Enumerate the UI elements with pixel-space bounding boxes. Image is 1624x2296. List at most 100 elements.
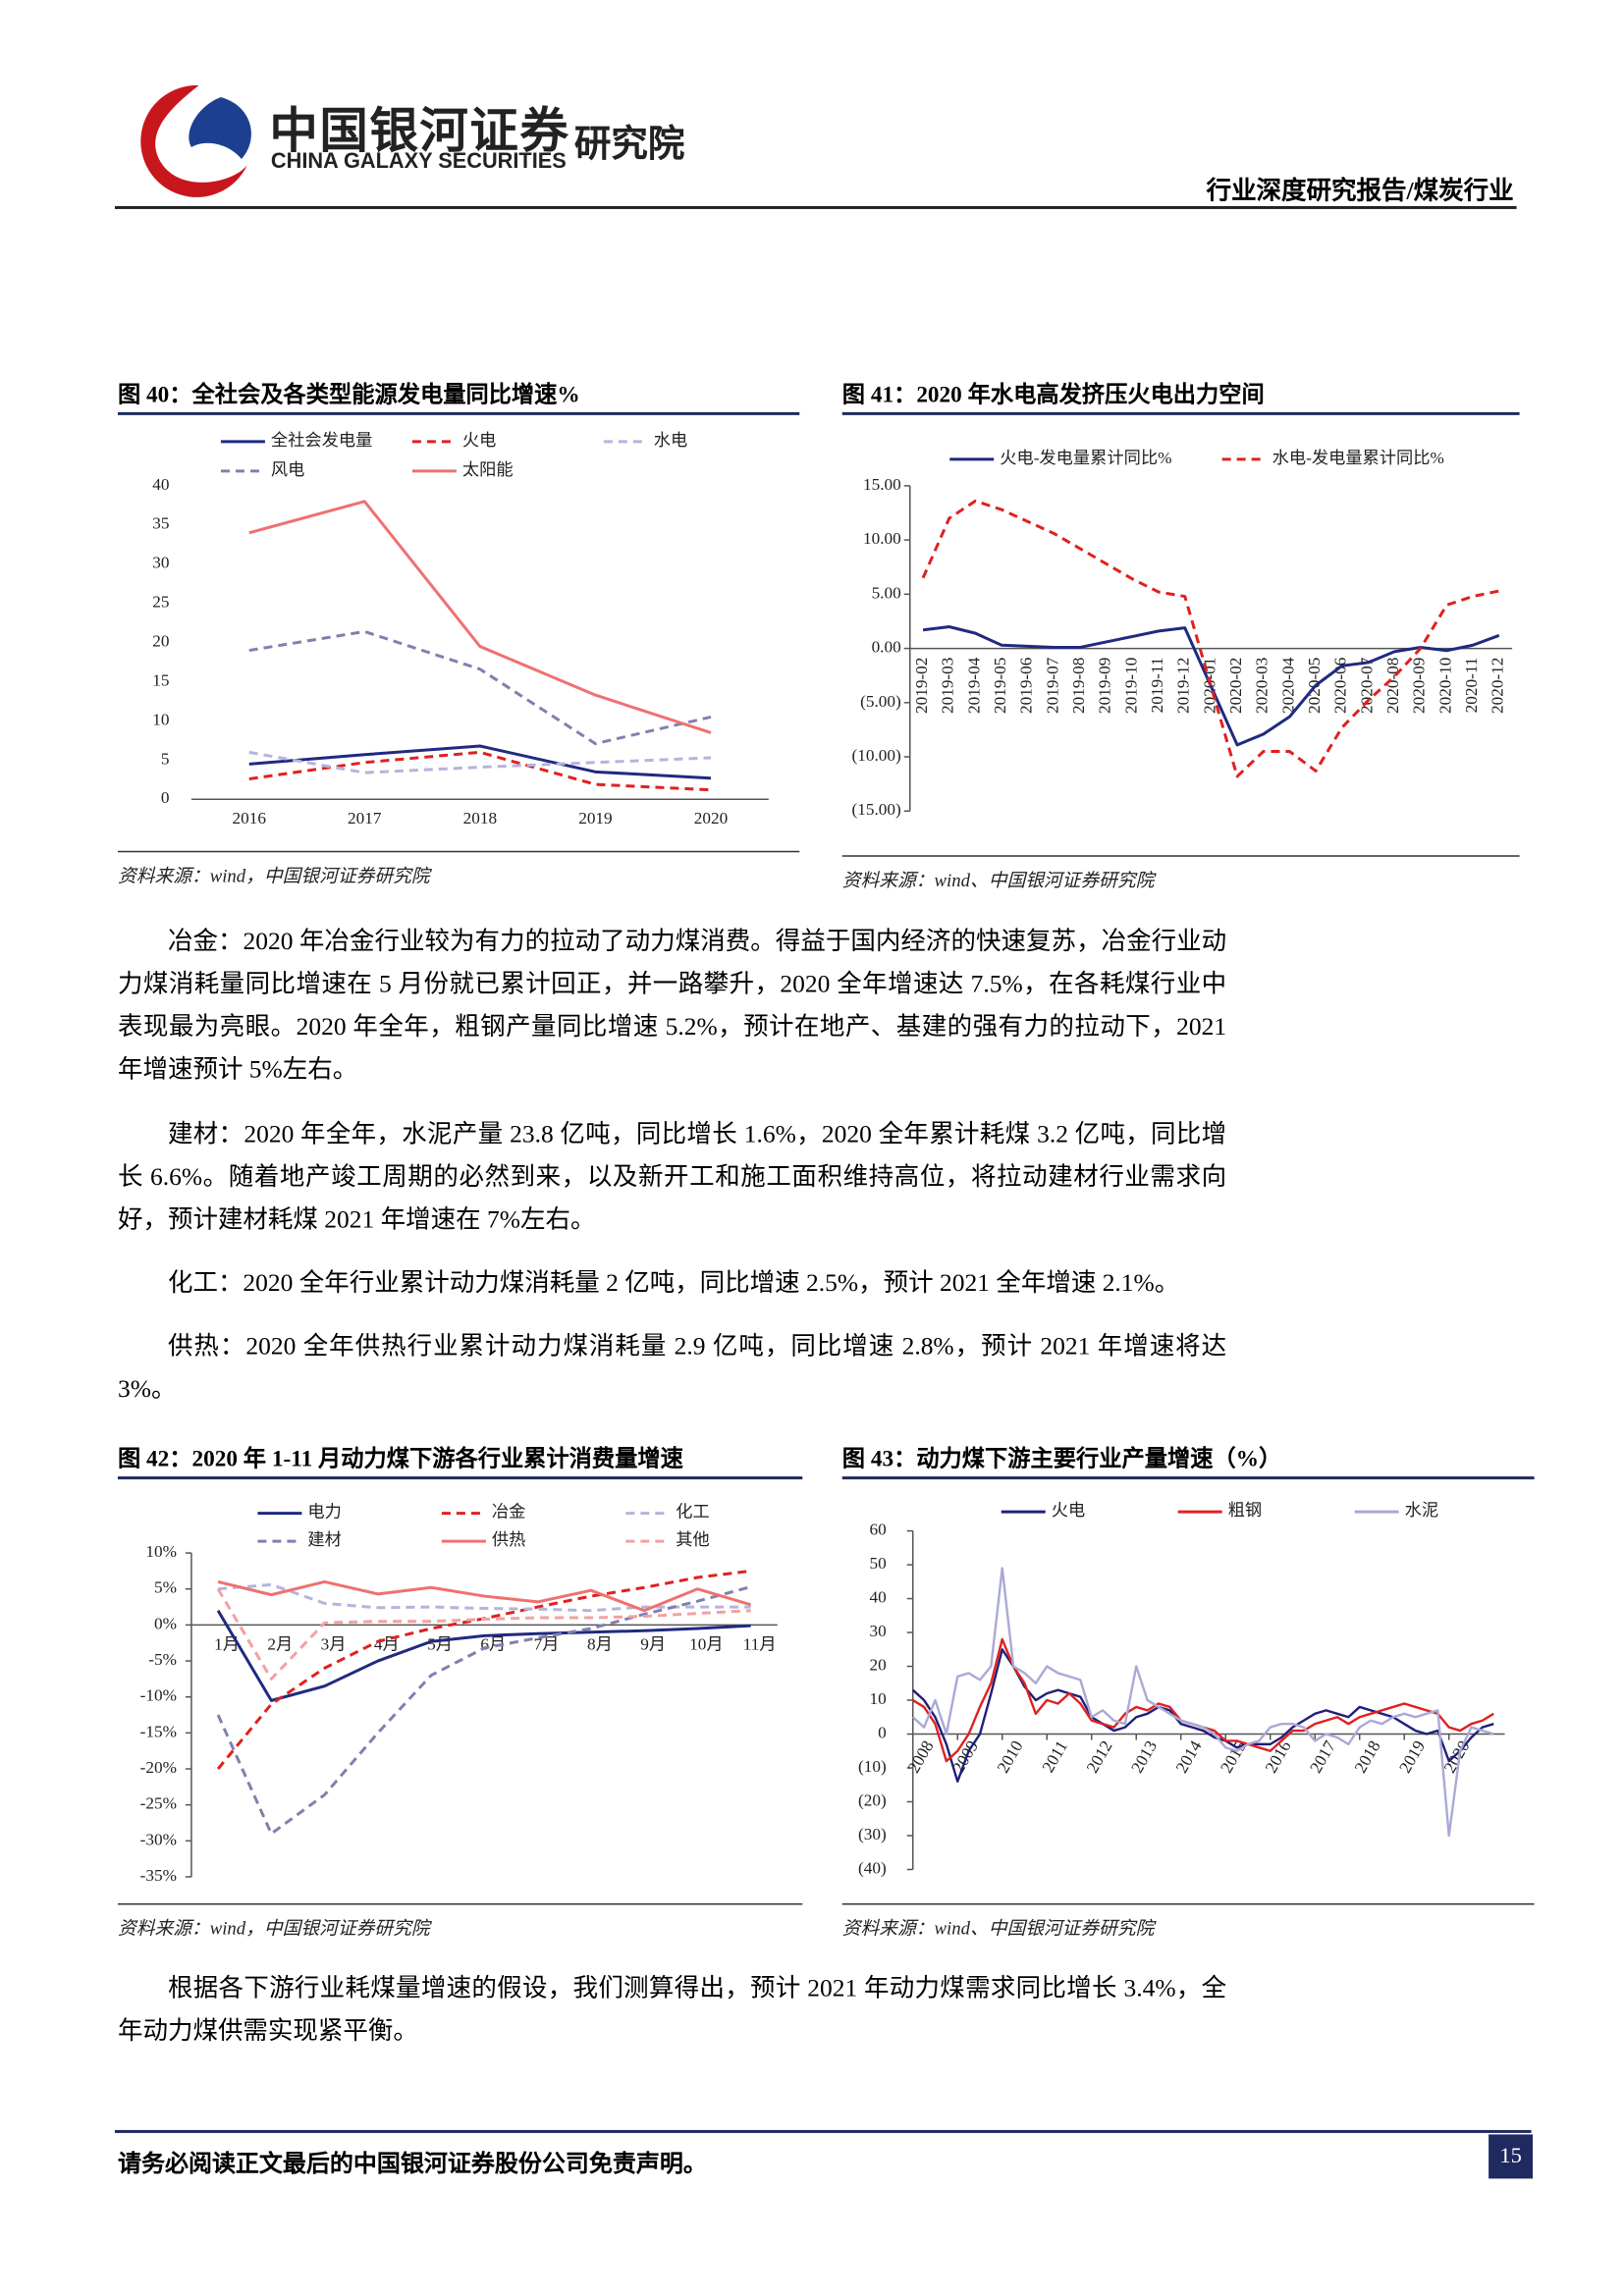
y-tick-label: (20) xyxy=(858,1790,887,1809)
caption-rule xyxy=(117,411,800,415)
figure-caption: 图 41：2020 年水电高发挤压火电出力空间 xyxy=(841,382,1265,408)
y-tick-label: 5 xyxy=(161,749,170,768)
x-tick-label: 2012 xyxy=(1083,1737,1116,1776)
series-line xyxy=(217,1579,752,1613)
logo-white xyxy=(188,149,239,176)
legend-label: 电力 xyxy=(307,1503,341,1522)
source-rule xyxy=(117,850,800,853)
y-tick-label: 10 xyxy=(152,710,169,728)
legend-label: 供热 xyxy=(492,1530,525,1549)
x-tick-label: 2019-06 xyxy=(1017,657,1036,714)
series-line xyxy=(248,500,712,734)
x-tick-label: 2019-10 xyxy=(1121,658,1140,714)
series-line xyxy=(216,1585,752,1836)
paragraph: 冶金：2020 年冶金行业较为有力的拉动了动力煤消费。得益于国内经济的快速复苏，… xyxy=(117,927,1227,1084)
legend-label: 水电 xyxy=(654,431,687,450)
y-tick-label: -20% xyxy=(140,1758,177,1777)
source-rule xyxy=(841,855,1520,857)
legend-label: 火电 xyxy=(1052,1501,1085,1520)
y-tick-label: 0 xyxy=(161,788,170,807)
x-tick-label: 2020-07 xyxy=(1357,657,1376,714)
x-tick-label: 2011 xyxy=(1039,1737,1071,1776)
y-tick-label: -10% xyxy=(140,1686,177,1705)
x-tick-label: 7月 xyxy=(534,1634,560,1653)
source-note: 资料来源：wind，中国银河证券研究院 xyxy=(117,1917,430,1939)
figure-caption: 图 43：动力煤下游主要行业产量增速（%） xyxy=(841,1447,1282,1472)
legend-label: 其他 xyxy=(676,1530,709,1549)
legend-label: 全社会发电量 xyxy=(271,431,372,450)
legend-label: 冶金 xyxy=(492,1503,525,1522)
x-tick-label: 4月 xyxy=(374,1634,400,1653)
paragraph: 化工：2020 全年行业累计动力煤消耗量 2 亿吨，同比增速 2.5%，预计 2… xyxy=(167,1268,1180,1298)
figure-caption: 图 40：全社会及各类型能源发电量同比增速% xyxy=(117,382,580,408)
x-tick-label: 2020-04 xyxy=(1278,657,1297,714)
caption-rule xyxy=(841,411,1520,415)
x-tick-label: 2020 xyxy=(694,809,728,828)
y-tick-label: (10.00) xyxy=(851,746,900,765)
y-tick-label: (40) xyxy=(858,1858,887,1877)
x-tick-label: 2019-05 xyxy=(991,658,1009,714)
y-tick-label: 10% xyxy=(145,1542,177,1561)
x-tick-label: 2019-11 xyxy=(1148,658,1166,714)
series-line xyxy=(216,1609,751,1702)
x-tick-label: 2008 xyxy=(904,1737,938,1776)
x-tick-label: 2月 xyxy=(267,1634,293,1653)
footer-rule xyxy=(114,2129,1532,2133)
y-tick-label: 40 xyxy=(152,475,169,494)
legend-label: 化工 xyxy=(676,1503,709,1522)
source-rule xyxy=(841,1902,1535,1905)
y-tick-label: -30% xyxy=(140,1830,177,1848)
y-tick-label: 50 xyxy=(870,1554,887,1573)
series-line xyxy=(217,1582,751,1613)
y-tick-label: 0 xyxy=(878,1723,887,1741)
y-tick-label: 40 xyxy=(870,1588,887,1607)
legend-label: 建材 xyxy=(307,1530,341,1549)
paragraph: 根据各下游行业耗煤量增速的假设，我们测算得出，预计 2021 年动力煤需求同比增… xyxy=(117,1973,1227,2045)
y-tick-label: 15 xyxy=(152,670,169,689)
caption-rule xyxy=(117,1476,803,1480)
x-tick-label: 2010 xyxy=(994,1737,1027,1776)
y-tick-label: 20 xyxy=(152,632,169,651)
x-tick-label: 2019-08 xyxy=(1069,658,1088,714)
x-tick-label: 2018 xyxy=(463,809,497,828)
series-line xyxy=(911,1567,1494,1838)
y-tick-label: (15.00) xyxy=(851,800,900,819)
x-tick-label: 11月 xyxy=(743,1634,777,1653)
y-tick-label: (30) xyxy=(858,1825,887,1843)
y-tick-label: -35% xyxy=(140,1866,177,1885)
source-note: 资料来源：wind、中国银河证券研究院 xyxy=(841,870,1155,891)
y-tick-label: -15% xyxy=(140,1722,177,1740)
page-number: 15 xyxy=(1489,2134,1534,2179)
legend-label: 太阳能 xyxy=(462,460,514,479)
y-tick-label: (5.00) xyxy=(860,692,901,711)
y-tick-label: -5% xyxy=(148,1650,177,1669)
series-line xyxy=(248,750,712,774)
x-tick-label: 2020-02 xyxy=(1226,658,1245,714)
x-tick-label: 9月 xyxy=(640,1634,666,1653)
x-tick-label: 2020-11 xyxy=(1462,658,1481,714)
x-tick-label: 2019-02 xyxy=(912,658,931,714)
logo-blue xyxy=(189,96,251,159)
y-tick-label: 30 xyxy=(870,1622,887,1640)
chart: (15.00) (10.00) (5.00) 0.00 5.00 10.00 15.00 20… xyxy=(851,449,1513,819)
series-line xyxy=(248,629,712,746)
figure-caption: 图 42：2020 年 1-11 月动力煤下游各行业累计消费量增速 xyxy=(117,1447,683,1472)
y-tick-label: 0% xyxy=(154,1614,177,1632)
logo xyxy=(140,84,251,197)
series-line xyxy=(911,1648,1494,1784)
source-rule xyxy=(117,1902,803,1905)
x-tick-label: 2019-07 xyxy=(1043,657,1061,714)
x-tick-label: 10月 xyxy=(689,1634,723,1653)
legend-label: 火电 xyxy=(462,431,496,450)
x-tick-label: 1月 xyxy=(214,1634,240,1653)
x-tick-label: 2018 xyxy=(1351,1737,1384,1776)
y-tick-label: 5.00 xyxy=(872,583,901,602)
legend-label: 火电-发电量累计同比% xyxy=(1000,449,1171,467)
series-line xyxy=(216,1587,751,1681)
x-tick-label: 2020-03 xyxy=(1253,658,1272,714)
company-name: 中国银河证券 xyxy=(269,101,570,159)
paragraph: 供热：2020 全年供热行业累计动力煤消耗量 2.9 亿吨，同比增速 2.8%，… xyxy=(117,1332,1227,1404)
x-tick-label: 2020-12 xyxy=(1489,658,1507,714)
